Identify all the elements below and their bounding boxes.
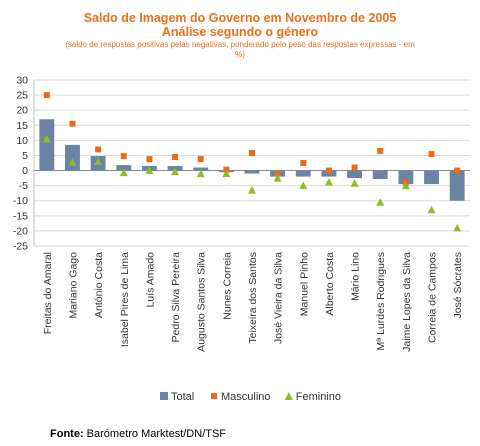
y-tick-label: 20 [16,105,28,117]
y-tick-label: 15 [16,120,28,132]
y-tick-label: -25 [13,241,28,253]
legend-label: Feminino [296,391,341,403]
bar-total [65,144,80,171]
y-tick-label: 0 [22,165,28,177]
point-feminino [350,179,359,187]
x-tick-label: José Sócrates [452,252,464,319]
point-feminino [171,167,180,175]
point-masculino [325,167,332,174]
y-tick-label: -5 [19,180,28,192]
point-feminino [273,174,282,182]
bar-total [244,170,260,174]
point-masculino [454,167,461,174]
bar-total [347,170,363,179]
legend-marker-total [160,392,168,400]
point-feminino [299,181,308,190]
point-feminino [401,181,410,190]
x-tick-label: Jaime Lopes da Silva [401,252,413,352]
chart-note: (saldo de respostas positivas pelas nega… [65,40,415,59]
x-tick-label: Mª Lurdes Rodrigues [375,252,387,350]
y-tick-label: -10 [13,195,28,207]
bar-total [193,167,209,171]
bar-total [39,119,55,171]
bar-total [449,170,465,201]
bar-total [372,170,388,179]
point-masculino [274,170,281,177]
chart-subtitle: Análise segundo o género [161,25,319,39]
point-feminino [376,198,385,206]
point-masculino [300,160,307,166]
point-feminino [119,168,128,177]
bar-total [321,170,337,177]
point-masculino [197,156,204,163]
point-masculino [428,150,435,157]
source-footer: Fonte: Barómetro Marktest/DN/TSF [50,428,226,440]
point-feminino [324,178,333,186]
bar-total [295,170,311,177]
point-masculino [377,147,384,154]
x-tick-label: Manuel Pinho [298,252,310,316]
legend-marker-masculino [211,393,217,399]
x-tick-label: Augusto Santos Silva [196,252,208,352]
x-tick-label: Freitas do Amaral [42,252,54,334]
x-tick-label: Correia de Campos [427,252,439,343]
point-masculino [95,146,102,153]
x-tick-label: Teixeira dos Santos [247,252,259,344]
point-feminino [196,169,205,178]
point-feminino [68,158,77,166]
x-tick-label: Nunes Correia [221,252,233,320]
bar-total [398,170,414,185]
x-tick-label: Mário Lino [350,252,362,301]
point-masculino [172,153,179,160]
x-tick-label: Alberto Costa [324,252,336,316]
y-tick-label: 5 [22,150,28,162]
source-text: Barómetro Marktest/DN/TSF [86,428,227,440]
x-tick-label: Pedro Silva Pereira [170,252,182,343]
y-tick-label: 10 [16,135,28,147]
y-tick-label: -15 [13,210,28,222]
point-masculino [249,150,255,157]
x-tick-label: José Vieira da Silva [273,252,285,344]
bar-total [424,170,439,185]
x-tick-label: Isabel Pires de Lima [119,252,131,347]
point-feminino [42,134,51,143]
x-tick-label: António Costa [93,252,105,318]
chart-title: Saldo de Imagem do Governo em Novembro d… [83,11,397,25]
point-feminino [427,205,436,214]
point-masculino [69,120,76,127]
point-feminino [145,166,154,175]
point-feminino [248,186,256,194]
point-feminino [222,169,231,178]
legend-label: Masculino [221,391,271,403]
y-tick-label: -20 [13,225,28,237]
bar-total [116,165,132,171]
x-tick-label: Luís Amado [144,252,156,308]
point-masculino [43,92,50,99]
x-tick-label: Mariano Gago [67,252,79,319]
y-tick-label: 25 [16,90,28,102]
point-feminino [94,157,103,165]
point-masculino [351,164,358,171]
point-masculino [120,153,127,160]
legend-label: Total [171,391,194,403]
point-feminino [453,223,462,232]
y-tick-label: 30 [16,75,28,87]
source-label: Fonte: [50,428,84,440]
point-masculino [146,156,153,163]
legend-marker-feminino [284,392,293,400]
